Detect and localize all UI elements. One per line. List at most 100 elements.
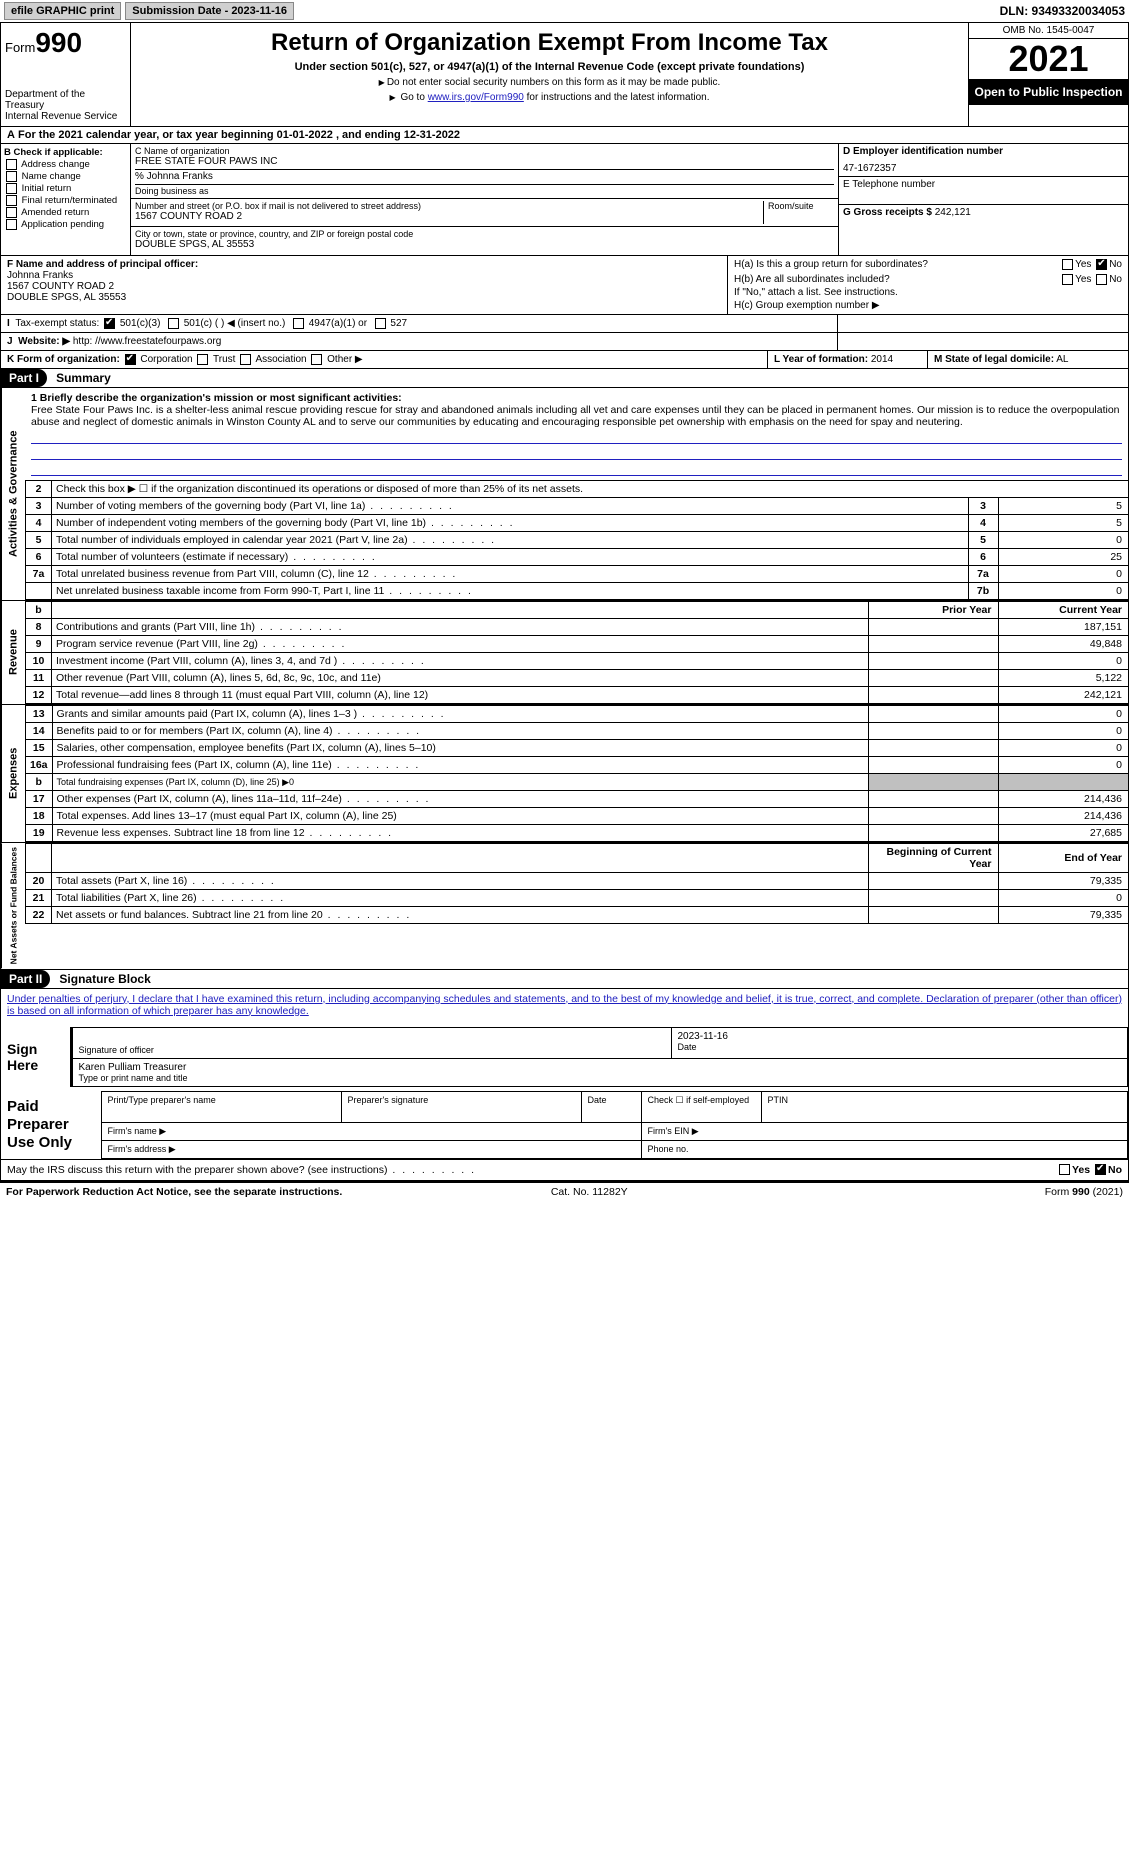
line-18: 18Total expenses. Add lines 13–17 (must … xyxy=(26,808,1129,825)
irs-label: Internal Revenue Service xyxy=(5,111,126,122)
line-17: 17Other expenses (Part IX, column (A), l… xyxy=(26,791,1129,808)
public-inspection-badge: Open to Public Inspection xyxy=(969,79,1128,105)
part1-header: Part I xyxy=(1,369,47,387)
phone-label: Phone no. xyxy=(648,1144,689,1154)
gross-receipts-cell: G Gross receipts $ 242,121 xyxy=(839,205,1128,233)
chk-corporation[interactable] xyxy=(125,354,136,365)
chk-final-return-label: Final return/terminated xyxy=(22,195,118,206)
pp-date-label: Date xyxy=(588,1095,635,1105)
section-h: H(a) Is this a group return for subordin… xyxy=(728,256,1128,314)
line-14: 14Benefits paid to or for members (Part … xyxy=(26,723,1129,740)
chk-4947[interactable] xyxy=(293,318,304,329)
q7b-text: Net unrelated business taxable income fr… xyxy=(52,583,969,600)
v13: 0 xyxy=(998,706,1128,723)
chk-amended-return[interactable]: Amended return xyxy=(4,207,127,218)
current-year-hdr: Current Year xyxy=(998,602,1128,619)
discuss-yes[interactable] xyxy=(1059,1164,1070,1175)
street-cell: Number and street (or P.O. box if mail i… xyxy=(135,201,764,224)
header-left: Form990 Department of the Treasury Inter… xyxy=(1,23,131,126)
chk-initial-return[interactable]: Initial return xyxy=(4,183,127,194)
line-16b: bTotal fundraising expenses (Part IX, co… xyxy=(26,774,1129,791)
top-toolbar: efile GRAPHIC print Submission Date - 20… xyxy=(0,0,1129,23)
v22: 79,335 xyxy=(998,907,1128,924)
q15: Salaries, other compensation, employee b… xyxy=(52,740,868,757)
pp-check-cell: Check ☐ if self-employed xyxy=(641,1091,761,1122)
ag-body: 1 Briefly describe the organization's mi… xyxy=(25,388,1128,600)
footer-left: For Paperwork Reduction Act Notice, see … xyxy=(6,1186,342,1198)
q16b: Total fundraising expenses (Part IX, col… xyxy=(52,774,868,791)
ha-no[interactable] xyxy=(1096,259,1107,270)
line-11: 11Other revenue (Part VIII, column (A), … xyxy=(26,670,1129,687)
sign-here-label: Sign Here xyxy=(1,1027,71,1086)
street-value: 1567 COUNTY ROAD 2 xyxy=(135,211,759,222)
v21: 0 xyxy=(998,890,1128,907)
chk-app-pending[interactable]: Application pending xyxy=(4,219,127,230)
q2-text: Check this box ▶ ☐ if the organization d… xyxy=(52,481,1129,498)
chk-501c3[interactable] xyxy=(104,318,115,329)
chk-address-change-label: Address change xyxy=(21,159,90,170)
q8: Contributions and grants (Part VIII, lin… xyxy=(52,619,869,636)
q16a: Professional fundraising fees (Part IX, … xyxy=(52,757,868,774)
name-title-value: Karen Pulliam Treasurer xyxy=(79,1062,1122,1073)
mission-line3 xyxy=(31,462,1122,476)
paid-preparer-table: Paid Preparer Use Only Print/Type prepar… xyxy=(1,1091,1128,1159)
mission-line2 xyxy=(31,446,1122,460)
form-header: Form990 Department of the Treasury Inter… xyxy=(0,23,1129,127)
pp-ptin-label: PTIN xyxy=(768,1095,1122,1105)
hb-no[interactable] xyxy=(1096,274,1107,285)
q9: Program service revenue (Part VIII, line… xyxy=(52,636,869,653)
part2-header: Part II xyxy=(1,970,50,988)
yes-label2: Yes xyxy=(1075,274,1091,285)
q4-text: Number of independent voting members of … xyxy=(52,515,969,532)
pp-row-1: Paid Preparer Use Only Print/Type prepar… xyxy=(1,1091,1128,1122)
mission-text: Free State Four Paws Inc. is a shelter-l… xyxy=(31,404,1122,428)
side-revenue: Revenue xyxy=(1,601,25,704)
city-value: DOUBLE SPGS, AL 35553 xyxy=(135,239,834,250)
chk-final-return[interactable]: Final return/terminated xyxy=(4,195,127,206)
irs-link[interactable]: www.irs.gov/Form990 xyxy=(428,92,524,103)
pp-row-3: Firm's address ▶ Phone no. xyxy=(1,1140,1128,1158)
q14: Benefits paid to or for members (Part IX… xyxy=(52,723,868,740)
discuss-no[interactable] xyxy=(1095,1164,1106,1175)
section-f: F Name and address of principal officer:… xyxy=(1,256,728,314)
discuss-no-label: No xyxy=(1108,1164,1122,1176)
v4: 5 xyxy=(998,515,1128,532)
chk-trust[interactable] xyxy=(197,354,208,365)
discuss-text: May the IRS discuss this return with the… xyxy=(7,1164,476,1176)
efile-print-button[interactable]: efile GRAPHIC print xyxy=(4,2,121,20)
room-label: Room/suite xyxy=(768,201,834,211)
officer-addr2: DOUBLE SPGS, AL 35553 xyxy=(7,292,721,303)
i-o1: 501(c)(3) xyxy=(120,318,161,329)
q12: Total revenue—add lines 8 through 11 (mu… xyxy=(52,687,869,704)
chk-501c[interactable] xyxy=(168,318,179,329)
goto-pre: Go to xyxy=(400,92,427,103)
line-8: 8Contributions and grants (Part VIII, li… xyxy=(26,619,1129,636)
ha-yes[interactable] xyxy=(1062,259,1073,270)
chk-name-change[interactable]: Name change xyxy=(4,171,127,182)
chk-527[interactable] xyxy=(375,318,386,329)
firm-addr-label: Firm's address ▶ xyxy=(108,1144,176,1154)
q3-text: Number of voting members of the governin… xyxy=(52,498,969,515)
org-name-value: FREE STATE FOUR PAWS INC xyxy=(135,156,834,167)
line-20: 20Total assets (Part X, line 16)79,335 xyxy=(26,873,1129,890)
v16a: 0 xyxy=(998,757,1128,774)
org-form-row: K Form of organization: Corporation Trus… xyxy=(0,351,1129,369)
q10: Investment income (Part VIII, column (A)… xyxy=(52,653,869,670)
hb-yes[interactable] xyxy=(1062,274,1073,285)
rev-body: bPrior YearCurrent Year 8Contributions a… xyxy=(25,601,1128,704)
h-b-note: If "No," attach a list. See instructions… xyxy=(734,287,1122,298)
h-b-yn: Yes No xyxy=(1060,274,1122,285)
k-label: K Form of organization: xyxy=(7,354,120,365)
chk-amended-return-label: Amended return xyxy=(21,207,89,218)
chk-other[interactable] xyxy=(311,354,322,365)
h-c-label: H(c) Group exemption number ▶ xyxy=(734,300,1122,311)
line-2: 2Check this box ▶ ☐ if the organization … xyxy=(26,481,1129,498)
chk-association[interactable] xyxy=(240,354,251,365)
j-label: Website: ▶ xyxy=(18,336,70,347)
expenses-section: Expenses 13Grants and similar amounts pa… xyxy=(1,704,1128,842)
submission-date-button[interactable]: Submission Date - 2023-11-16 xyxy=(125,2,294,20)
chk-address-change[interactable]: Address change xyxy=(4,159,127,170)
firm-name-label: Firm's name ▶ xyxy=(108,1126,167,1136)
instructions-note: Go to www.irs.gov/Form990 for instructio… xyxy=(139,92,960,103)
v17: 214,436 xyxy=(998,791,1128,808)
